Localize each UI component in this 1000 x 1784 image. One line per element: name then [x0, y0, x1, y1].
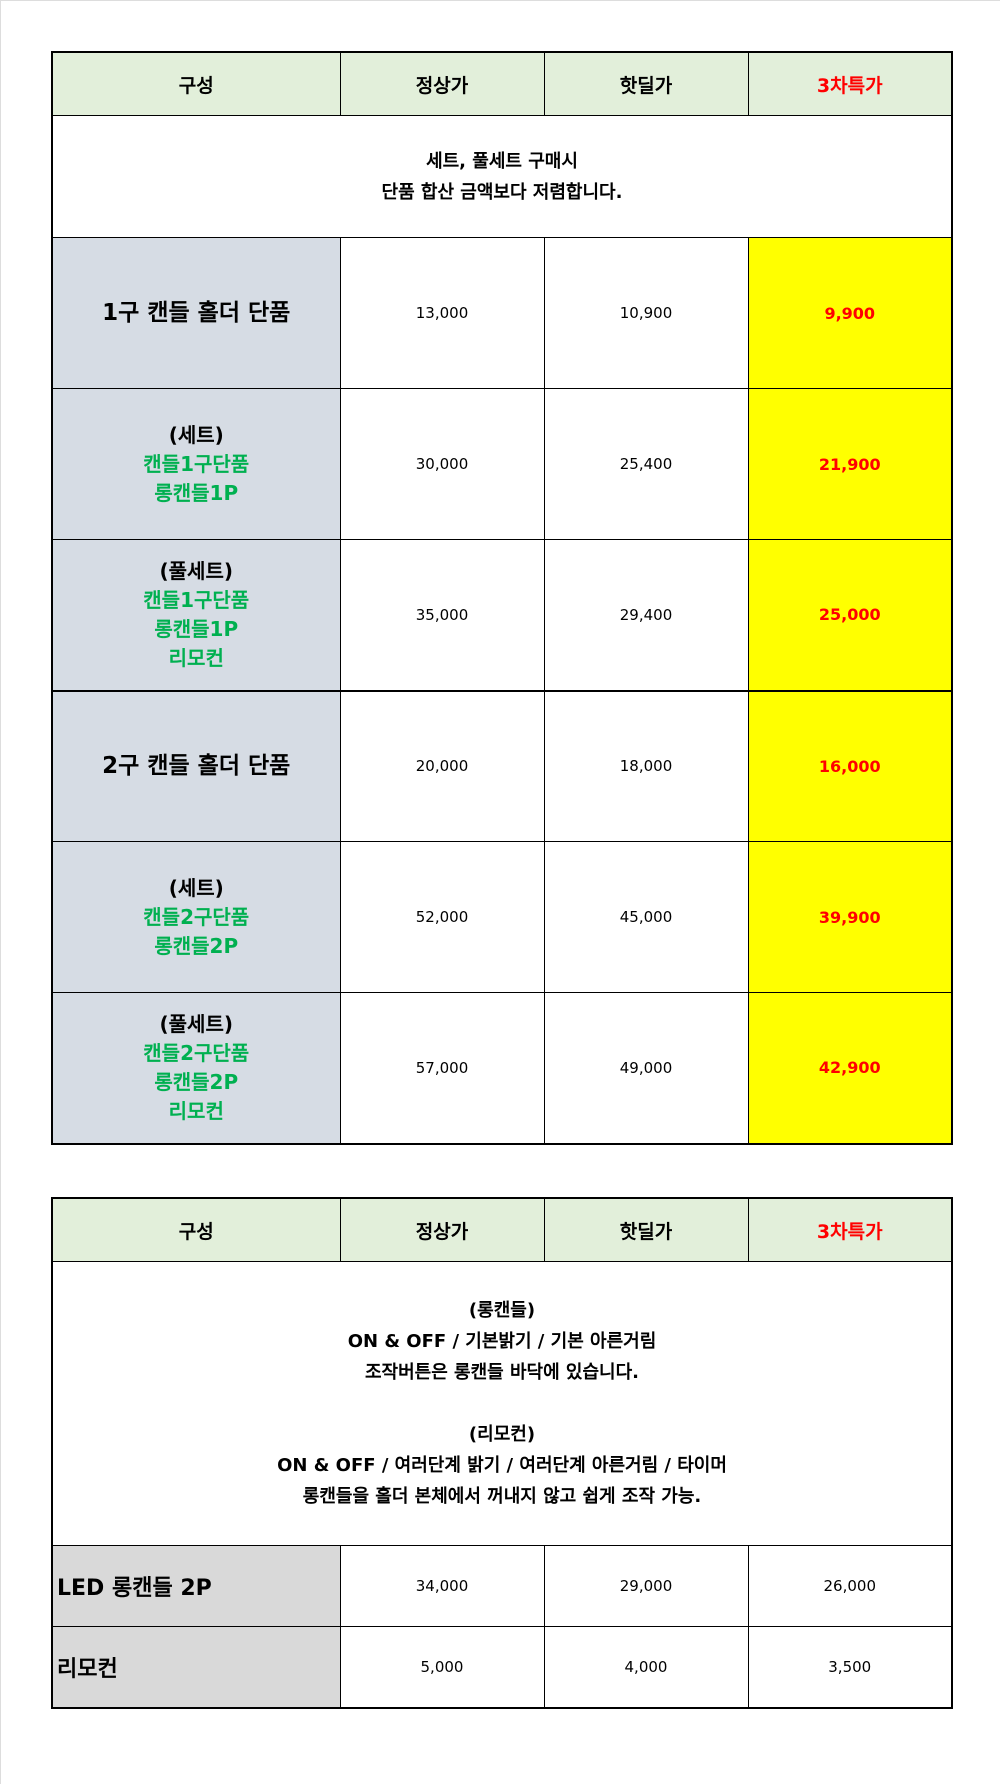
special-price: 42,900 — [747, 992, 953, 1144]
special-price: 9,900 — [747, 237, 953, 389]
header-special-price: 3차특가 — [747, 51, 953, 116]
note-line: (리모컨) — [468, 1424, 536, 1445]
note-line: 롱캔들을 홀더 본체에서 꺼내지 않고 쉽게 조작 가능. — [302, 1486, 702, 1507]
header-regular-price: 정상가 — [339, 51, 545, 116]
item-title-cell: 2구 캔들 홀더 단품 — [51, 689, 341, 842]
header-row: 구성 정상가 핫딜가 3차특가 — [51, 51, 953, 116]
note-row: 세트, 풀세트 구매시 단품 합산 금액보다 저렴합니다. — [51, 115, 953, 238]
table-row: 1구 캔들 홀더 단품 13,000 10,900 9,900 — [51, 237, 953, 389]
regular-price: 57,000 — [339, 992, 545, 1144]
item-title: 1구 캔들 홀더 단품 — [102, 299, 291, 326]
set-item: 캔들2구단품 — [143, 1040, 250, 1065]
header-hotdeal-price: 핫딜가 — [543, 1197, 749, 1262]
note-line: ON & OFF / 여러단계 밝기 / 여러단계 아른거림 / 타이머 — [277, 1455, 727, 1476]
note-row: (롱캔들) ON & OFF / 기본밝기 / 기본 아른거림 조작버튼은 롱캔… — [51, 1261, 953, 1546]
hotdeal-price: 49,000 — [543, 992, 749, 1144]
item-title: (세트) — [168, 422, 224, 447]
hotdeal-price: 29,000 — [543, 1545, 749, 1627]
special-price: 26,000 — [747, 1545, 953, 1627]
set-item: 캔들2구단품 — [143, 904, 250, 929]
table-row: LED 롱캔들 2P 34,000 29,000 26,000 — [51, 1545, 953, 1627]
regular-price: 30,000 — [339, 388, 545, 540]
price-table-accessories: 구성 정상가 핫딜가 3차특가 (롱캔들) ON & OFF / 기본밝기 / … — [51, 1197, 953, 1709]
set-item: 리모컨 — [168, 1098, 224, 1123]
header-composition: 구성 — [51, 1197, 341, 1262]
note-cell: 세트, 풀세트 구매시 단품 합산 금액보다 저렴합니다. — [51, 115, 953, 238]
set-item: 롱캔들1P — [154, 480, 239, 505]
special-price: 25,000 — [747, 539, 953, 691]
price-table-holders: 구성 정상가 핫딜가 3차특가 세트, 풀세트 구매시 단품 합산 금액보다 저… — [51, 51, 953, 1145]
item-title-cell: 1구 캔들 홀더 단품 — [51, 237, 341, 389]
item-title: (풀세트) — [159, 558, 233, 583]
regular-price: 13,000 — [339, 237, 545, 389]
special-price: 3,500 — [747, 1626, 953, 1708]
item-title: LED 롱캔들 2P — [51, 1545, 341, 1627]
hotdeal-price: 4,000 — [543, 1626, 749, 1708]
header-row: 구성 정상가 핫딜가 3차특가 — [51, 1197, 953, 1262]
regular-price: 52,000 — [339, 841, 545, 993]
note-cell: (롱캔들) ON & OFF / 기본밝기 / 기본 아른거림 조작버튼은 롱캔… — [51, 1261, 953, 1546]
hotdeal-price: 29,400 — [543, 539, 749, 691]
note-line: 세트, 풀세트 구매시 — [426, 150, 578, 172]
item-title: (풀세트) — [159, 1011, 233, 1036]
hotdeal-price: 45,000 — [543, 841, 749, 993]
set-item: 롱캔들1P — [154, 616, 239, 641]
item-title: (세트) — [168, 875, 224, 900]
regular-price: 35,000 — [339, 539, 545, 691]
note-line: ON & OFF / 기본밝기 / 기본 아른거림 — [347, 1331, 657, 1352]
item-title: 리모컨 — [51, 1626, 341, 1708]
special-price: 39,900 — [747, 841, 953, 993]
set-item: 롱캔들2P — [154, 933, 239, 958]
note-line: 단품 합산 금액보다 저렴합니다. — [381, 181, 623, 203]
set-item: 캔들1구단품 — [143, 451, 250, 476]
hotdeal-price: 18,000 — [543, 689, 749, 842]
set-item: 리모컨 — [168, 645, 224, 670]
header-composition: 구성 — [51, 51, 341, 116]
hotdeal-price: 25,400 — [543, 388, 749, 540]
regular-price: 34,000 — [339, 1545, 545, 1627]
header-regular-price: 정상가 — [339, 1197, 545, 1262]
header-hotdeal-price: 핫딜가 — [543, 51, 749, 116]
table-row: 리모컨 5,000 4,000 3,500 — [51, 1626, 953, 1708]
note-line: (롱캔들) — [468, 1300, 536, 1321]
hotdeal-price: 10,900 — [543, 237, 749, 389]
special-price: 21,900 — [747, 388, 953, 540]
special-price: 16,000 — [747, 689, 953, 842]
regular-price: 5,000 — [339, 1626, 545, 1708]
regular-price: 20,000 — [339, 689, 545, 842]
item-title: 2구 캔들 홀더 단품 — [102, 752, 291, 779]
set-item: 롱캔들2P — [154, 1069, 239, 1094]
note-spacer — [53, 1388, 951, 1419]
set-item: 캔들1구단품 — [143, 587, 250, 612]
header-special-price: 3차특가 — [747, 1197, 953, 1262]
table-row: 2구 캔들 홀더 단품 20,000 18,000 16,000 — [51, 689, 953, 842]
note-line: 조작버튼은 롱캔들 바닥에 있습니다. — [364, 1362, 640, 1383]
